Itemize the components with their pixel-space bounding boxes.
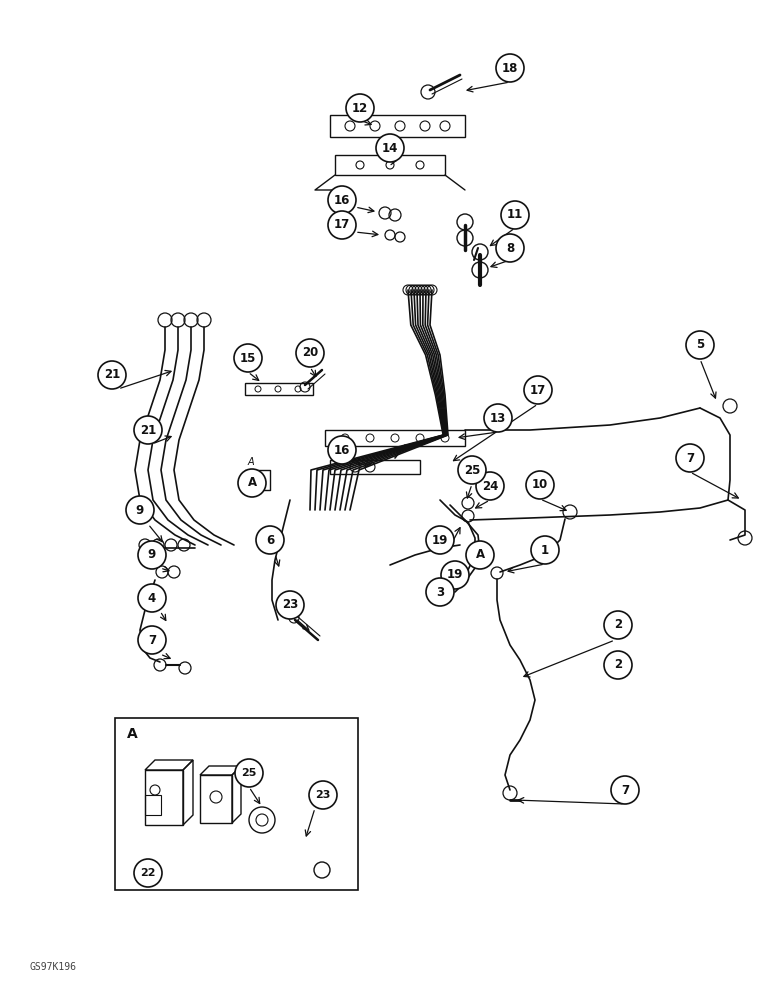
Text: 9: 9 xyxy=(148,548,156,562)
Circle shape xyxy=(604,611,632,639)
Text: 15: 15 xyxy=(240,352,256,364)
Circle shape xyxy=(426,526,454,554)
Circle shape xyxy=(126,496,154,524)
Text: 21: 21 xyxy=(140,424,156,436)
Text: 7: 7 xyxy=(148,634,156,647)
Circle shape xyxy=(611,776,639,804)
Circle shape xyxy=(309,781,337,809)
Text: 12: 12 xyxy=(352,102,368,114)
Circle shape xyxy=(676,444,704,472)
Text: 23: 23 xyxy=(315,790,330,800)
Circle shape xyxy=(138,541,166,569)
Bar xyxy=(115,718,358,890)
Text: 22: 22 xyxy=(141,868,156,878)
Text: 14: 14 xyxy=(382,141,398,154)
Text: 11: 11 xyxy=(507,209,523,222)
Bar xyxy=(335,155,445,175)
Text: 6: 6 xyxy=(266,534,274,546)
Text: 17: 17 xyxy=(334,219,350,232)
Text: 7: 7 xyxy=(686,452,694,464)
Circle shape xyxy=(484,404,512,432)
Text: A: A xyxy=(248,477,256,489)
Text: 24: 24 xyxy=(482,480,498,492)
Bar xyxy=(330,460,420,474)
Text: 2: 2 xyxy=(614,658,622,672)
Text: 25: 25 xyxy=(464,464,480,477)
Circle shape xyxy=(328,211,356,239)
Text: 5: 5 xyxy=(696,338,704,352)
Bar xyxy=(145,770,183,825)
Text: 10: 10 xyxy=(532,479,548,491)
Text: 9: 9 xyxy=(136,504,144,516)
Circle shape xyxy=(526,471,554,499)
Text: 21: 21 xyxy=(104,368,120,381)
Text: 13: 13 xyxy=(490,412,506,424)
Bar xyxy=(330,115,465,137)
Circle shape xyxy=(98,361,126,389)
Bar xyxy=(145,795,161,815)
Text: 20: 20 xyxy=(302,347,318,360)
Circle shape xyxy=(496,54,524,82)
Circle shape xyxy=(235,759,263,787)
Circle shape xyxy=(501,201,529,229)
Text: A: A xyxy=(476,548,485,562)
Text: 18: 18 xyxy=(502,62,518,75)
Circle shape xyxy=(496,234,524,262)
Bar xyxy=(325,430,465,446)
Circle shape xyxy=(531,536,559,564)
Circle shape xyxy=(441,561,469,589)
Text: 8: 8 xyxy=(506,241,514,254)
Circle shape xyxy=(376,134,404,162)
Circle shape xyxy=(276,591,304,619)
Text: 19: 19 xyxy=(432,534,449,546)
Circle shape xyxy=(256,526,284,554)
Circle shape xyxy=(238,469,266,497)
Circle shape xyxy=(134,416,162,444)
Circle shape xyxy=(138,584,166,612)
Text: A: A xyxy=(248,457,255,467)
Text: GS97K196: GS97K196 xyxy=(30,962,77,972)
Circle shape xyxy=(426,578,454,606)
Text: 3: 3 xyxy=(436,585,444,598)
Circle shape xyxy=(466,541,494,569)
Circle shape xyxy=(346,94,374,122)
Circle shape xyxy=(328,436,356,464)
Circle shape xyxy=(604,651,632,679)
Text: 1: 1 xyxy=(541,544,549,556)
Text: 17: 17 xyxy=(530,383,546,396)
Text: 23: 23 xyxy=(282,598,298,611)
Text: 2: 2 xyxy=(614,618,622,632)
Circle shape xyxy=(524,376,552,404)
Text: 19: 19 xyxy=(447,568,463,582)
Bar xyxy=(245,383,313,395)
Circle shape xyxy=(134,859,162,887)
Circle shape xyxy=(476,472,504,500)
Circle shape xyxy=(328,186,356,214)
Bar xyxy=(200,775,232,823)
Circle shape xyxy=(296,339,324,367)
Text: 4: 4 xyxy=(148,591,156,604)
Text: 25: 25 xyxy=(242,768,256,778)
Circle shape xyxy=(234,344,262,372)
Circle shape xyxy=(686,331,714,359)
Circle shape xyxy=(138,626,166,654)
Text: 16: 16 xyxy=(334,194,350,207)
Text: 7: 7 xyxy=(621,784,629,796)
Text: A: A xyxy=(127,727,137,741)
Text: 16: 16 xyxy=(334,444,350,456)
Circle shape xyxy=(458,456,486,484)
